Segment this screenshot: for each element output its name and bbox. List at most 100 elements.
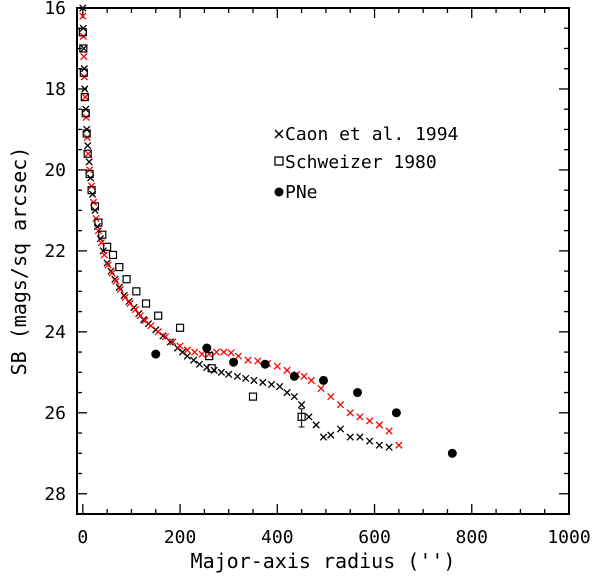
cross-point xyxy=(121,293,129,302)
cross-point xyxy=(319,433,328,441)
cross-point xyxy=(375,421,384,429)
square-point xyxy=(141,299,151,308)
error-bar xyxy=(298,408,305,428)
cross-point xyxy=(84,141,92,150)
cross-point xyxy=(225,370,233,379)
square-point xyxy=(115,262,124,272)
cross-point xyxy=(242,374,250,383)
square-point xyxy=(132,287,141,296)
legend-label-caon: Caon et al. 1994 xyxy=(285,124,458,145)
cross-point xyxy=(210,366,218,374)
x-tick-label: 200 xyxy=(164,527,197,548)
circle-point xyxy=(202,343,212,353)
cross-point xyxy=(190,356,198,364)
cross-point xyxy=(259,378,267,387)
y-tick-label: 20 xyxy=(44,160,66,181)
cross-point xyxy=(327,431,335,439)
cross-point xyxy=(212,348,221,356)
cross-point xyxy=(356,433,364,441)
cross-point xyxy=(84,150,92,158)
axis-ticks xyxy=(77,7,570,515)
cross-point xyxy=(115,283,123,291)
cross-point xyxy=(346,433,354,441)
square-point xyxy=(98,230,107,239)
cross-point xyxy=(346,409,354,417)
cross-point xyxy=(250,376,258,385)
square-point xyxy=(90,202,100,211)
series-0 xyxy=(79,4,393,451)
legend-item-schweizer: Schweizer 1980 xyxy=(274,152,437,173)
series-3 xyxy=(151,343,457,458)
y-tick-label: 18 xyxy=(44,79,66,100)
square-point xyxy=(82,129,91,138)
circle-point xyxy=(318,375,328,385)
cross-point xyxy=(116,285,124,293)
square-point xyxy=(205,352,214,361)
square-point xyxy=(87,186,96,195)
cross-point xyxy=(234,352,243,360)
cross-point xyxy=(195,360,204,368)
cross-point xyxy=(395,441,403,449)
cross-point xyxy=(176,342,184,350)
circle-point xyxy=(353,388,363,398)
circle-point xyxy=(260,359,270,369)
square-point xyxy=(79,44,88,53)
series-2 xyxy=(78,28,306,421)
cross-point xyxy=(336,401,345,409)
legend-item-caon: Caon et al. 1994 xyxy=(274,124,458,145)
cross-point xyxy=(104,261,112,269)
legend-item-pne: PNe xyxy=(274,182,318,203)
cross-point xyxy=(336,425,345,433)
circle-point xyxy=(229,357,239,367)
legend-marker-x-icon xyxy=(274,129,284,139)
legend-marker-square-icon xyxy=(274,156,284,166)
cross-point xyxy=(283,366,291,374)
cross-point xyxy=(79,12,87,20)
cross-point xyxy=(305,413,313,421)
cross-point xyxy=(385,427,393,435)
x-axis-label: Major-axis radius ('') xyxy=(191,549,456,573)
x-tick-label: 800 xyxy=(456,527,489,548)
cross-point xyxy=(217,368,226,376)
cross-point xyxy=(141,316,149,325)
cross-point xyxy=(327,392,335,401)
y-tick-label: 16 xyxy=(44,0,66,19)
series-1 xyxy=(79,12,403,449)
cross-point xyxy=(169,338,177,346)
cross-point xyxy=(183,346,192,354)
cross-point xyxy=(198,350,206,358)
cross-point xyxy=(81,93,89,101)
legend-marker-circle-icon xyxy=(274,187,284,197)
cross-point xyxy=(79,4,87,12)
cross-point xyxy=(254,357,262,365)
plot-frame xyxy=(76,7,570,515)
x-tick-label: 400 xyxy=(261,527,294,548)
x-tick-label: 600 xyxy=(358,527,391,548)
x-tick-labels: 0 200 400 600 800 1000 xyxy=(77,527,590,548)
square-point xyxy=(207,364,216,373)
square-point xyxy=(80,92,89,102)
cross-point xyxy=(108,269,116,277)
square-point xyxy=(108,250,118,260)
cross-point xyxy=(85,158,93,166)
cross-point xyxy=(147,322,155,330)
cross-point xyxy=(81,85,89,93)
cross-point xyxy=(244,356,252,364)
data-marks xyxy=(78,4,457,458)
cross-point xyxy=(126,299,134,308)
y-tick-label: 24 xyxy=(44,322,66,343)
square-point xyxy=(175,323,185,332)
x-tick-label: 1000 xyxy=(547,527,590,548)
cross-point xyxy=(273,362,281,370)
cross-point xyxy=(297,401,306,409)
x-tick-label: 0 xyxy=(77,527,88,548)
cross-point xyxy=(267,380,276,389)
cross-point xyxy=(107,267,115,275)
y-axis-label: SB (mags/sq arcsec) xyxy=(7,147,31,376)
y-tick-label: 22 xyxy=(44,241,66,262)
cross-point xyxy=(120,291,128,300)
cross-point xyxy=(161,333,170,341)
circle-point xyxy=(151,349,161,359)
cross-point xyxy=(190,348,199,356)
